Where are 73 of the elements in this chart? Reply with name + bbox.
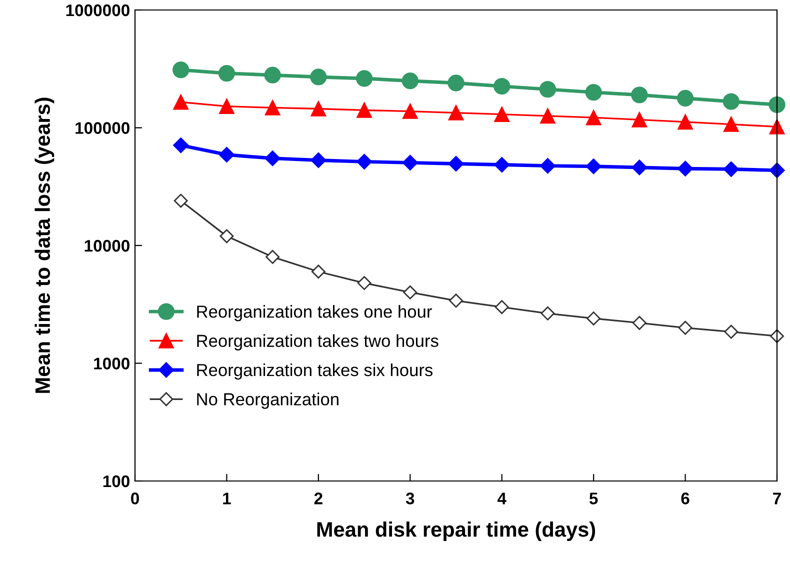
y-axis-title: Mean time to data loss (years) xyxy=(34,98,54,393)
point xyxy=(311,264,326,279)
point xyxy=(357,276,372,290)
x-tick-label: 0 xyxy=(131,492,139,504)
point xyxy=(724,116,739,132)
point xyxy=(632,160,648,176)
x-tick-label: 3 xyxy=(406,492,414,504)
point xyxy=(722,93,740,110)
legend-label: Reorganization takes six hours xyxy=(197,363,433,380)
point xyxy=(219,98,234,114)
point xyxy=(724,324,738,339)
point xyxy=(402,154,418,170)
point xyxy=(632,112,648,128)
point xyxy=(264,150,280,166)
legend-label: Reorganization takes two hours xyxy=(197,334,438,350)
x-tick-label: 7 xyxy=(773,492,781,504)
point xyxy=(448,74,464,92)
point xyxy=(678,320,692,335)
point xyxy=(631,86,648,104)
point xyxy=(356,102,372,118)
point xyxy=(310,152,326,168)
point xyxy=(402,72,418,90)
point xyxy=(173,138,189,154)
point xyxy=(264,66,281,84)
legend-label: Reorganization takes one hour xyxy=(197,305,432,322)
point xyxy=(448,156,464,172)
point xyxy=(310,68,327,86)
point xyxy=(678,114,693,130)
point xyxy=(174,194,188,208)
point xyxy=(310,101,326,116)
point xyxy=(403,285,418,300)
point xyxy=(768,96,786,114)
point xyxy=(678,160,694,176)
point xyxy=(356,70,373,87)
y-tick-label: 1000 xyxy=(94,358,130,370)
point xyxy=(218,146,234,162)
point xyxy=(632,316,646,330)
point xyxy=(266,250,280,264)
x-tick-label: 4 xyxy=(497,492,506,504)
point xyxy=(585,84,602,101)
point xyxy=(172,62,190,78)
y-tick-label: 10000 xyxy=(84,240,130,252)
x-axis-title: Mean disk repair time (days) xyxy=(317,522,596,541)
y-tick-label: 100000 xyxy=(76,122,130,134)
x-tick-label: 2 xyxy=(314,492,322,504)
x-tick-label: 6 xyxy=(681,492,690,504)
point xyxy=(402,104,418,119)
point xyxy=(540,306,555,320)
point xyxy=(494,300,509,314)
x-tick-label: 5 xyxy=(589,492,598,504)
point xyxy=(539,80,556,98)
point xyxy=(449,294,463,308)
y-tick-label: 1000000 xyxy=(66,4,130,16)
point xyxy=(769,119,785,134)
point xyxy=(494,106,510,122)
point xyxy=(586,312,601,326)
y-tick-label: 100 xyxy=(103,475,130,488)
point xyxy=(173,94,188,110)
point xyxy=(540,158,556,174)
legend-label: No Reorganization xyxy=(197,392,338,409)
point xyxy=(220,229,234,244)
point xyxy=(264,100,280,116)
point xyxy=(494,156,510,173)
point xyxy=(723,161,739,177)
point xyxy=(218,64,236,82)
point xyxy=(540,108,556,124)
point xyxy=(586,158,602,174)
point xyxy=(448,105,464,120)
point xyxy=(676,90,694,107)
point xyxy=(586,110,602,126)
point xyxy=(356,154,372,170)
x-tick-label: 1 xyxy=(223,492,231,504)
point xyxy=(494,78,510,95)
